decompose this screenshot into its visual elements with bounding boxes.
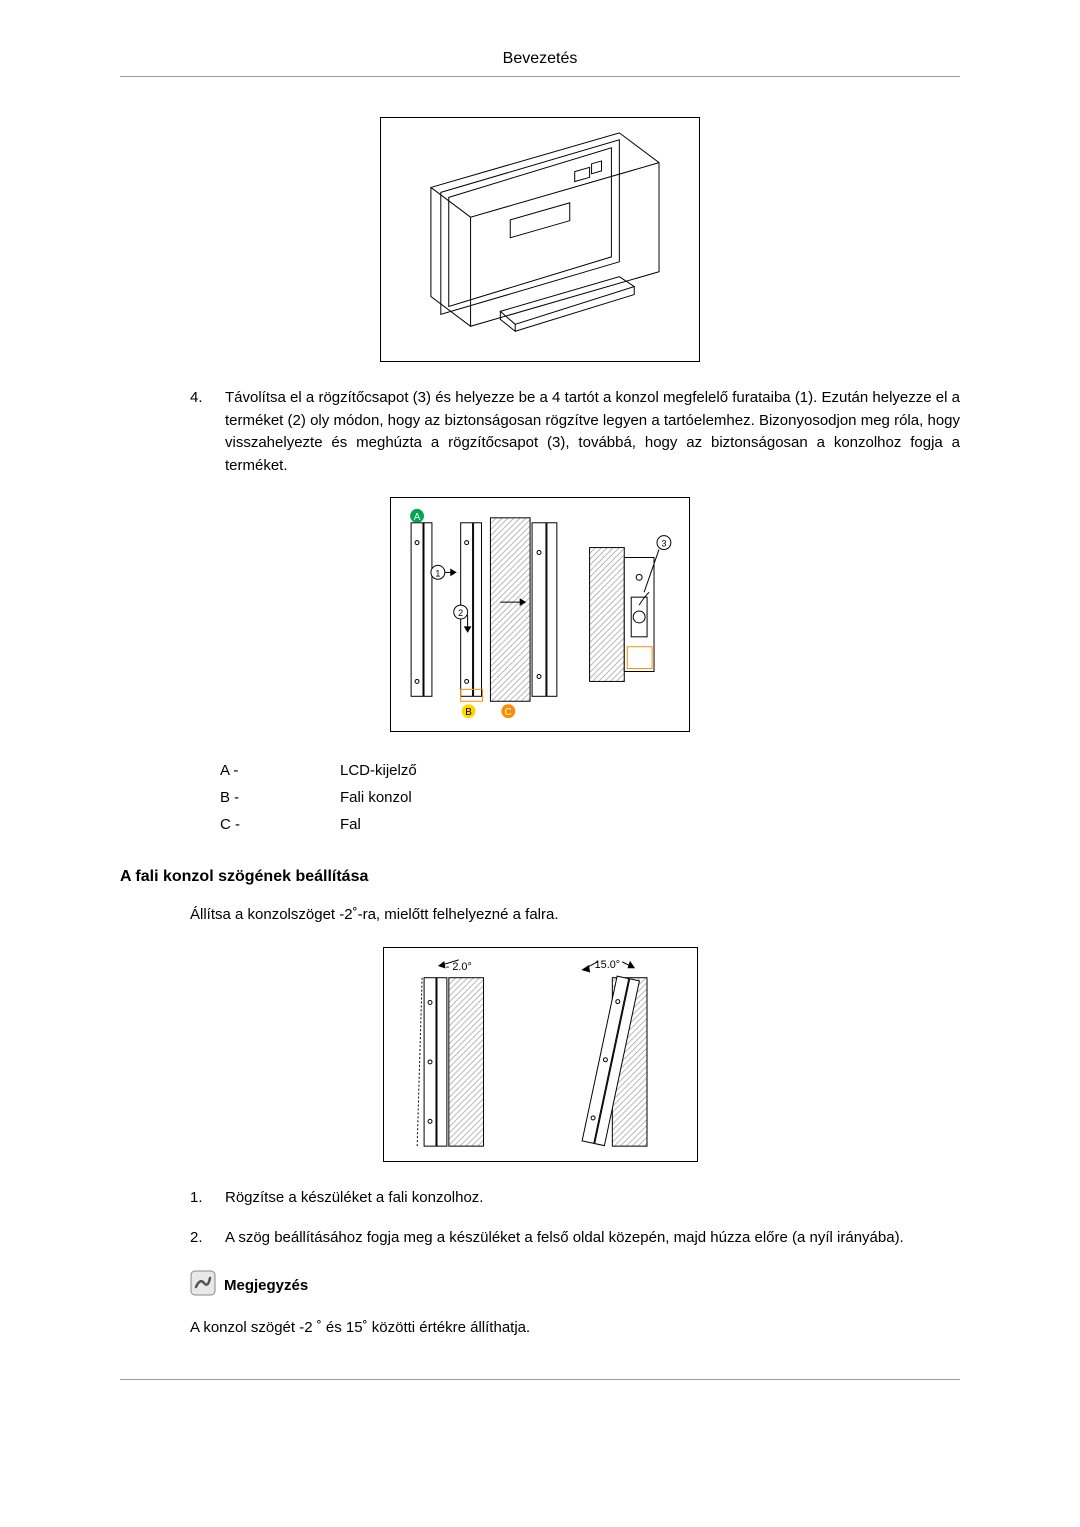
legend-value: LCD-kijelző [340,757,417,784]
legend-item: B - Fali konzol [220,784,960,811]
legend-list: A - LCD-kijelző B - Fali konzol C - Fal [120,757,960,838]
section-title-angle: A fali konzol szögének beállítása [120,868,960,886]
diagram-tv-monitor [120,117,960,367]
note-icon [190,1270,216,1301]
svg-text:A: A [414,512,421,523]
header-title: Bevezetés [503,50,578,67]
step-number: 2. [190,1227,220,1250]
step-item: 1. Rögzítse a készüléket a fali konzolho… [190,1187,960,1210]
step-text: A szög beállításához fogja meg a készülé… [225,1227,904,1250]
footer-line [120,1379,960,1380]
legend-key: C - [220,811,340,838]
svg-text:C: C [505,707,512,718]
note-text: A konzol szögét -2 ˚ és 15˚ közötti érté… [120,1317,960,1340]
step-text: Rögzítse a készüléket a fali konzolhoz. [225,1187,483,1210]
step-item: 2. A szög beállításához fogja meg a kész… [190,1227,960,1250]
angle-label-2: 15.0° [594,958,620,970]
legend-key: A - [220,757,340,784]
svg-text:B: B [465,707,472,718]
step-text: Távolítsa el a rögzítőcsapot (3) és hely… [225,387,960,477]
step-item-4: 4. Távolítsa el a rögzítőcsapot (3) és h… [190,387,960,477]
legend-item: A - LCD-kijelző [220,757,960,784]
step-list-angle: 1. Rögzítse a készüléket a fali konzolho… [120,1187,960,1250]
svg-text:2: 2 [458,608,463,618]
step-number: 4. [190,387,220,477]
note-label: Megjegyzés [224,1277,308,1294]
diagram-wall-mount: 1 2 A B C [120,497,960,737]
legend-value: Fal [340,811,361,838]
section-intro-text: Állítsa a konzolszöget -2˚-ra, mielőtt f… [120,904,960,927]
step-list-4: 4. Távolítsa el a rögzítőcsapot (3) és h… [120,387,960,477]
diagram-angle: - 2.0° 15.0° [120,947,960,1167]
legend-item: C - Fal [220,811,960,838]
legend-key: B - [220,784,340,811]
note-row: Megjegyzés [120,1270,960,1301]
legend-value: Fali konzol [340,784,412,811]
step-number: 1. [190,1187,220,1210]
page-header: Bevezetés [120,50,960,77]
svg-text:3: 3 [661,539,666,549]
svg-text:1: 1 [435,568,440,578]
